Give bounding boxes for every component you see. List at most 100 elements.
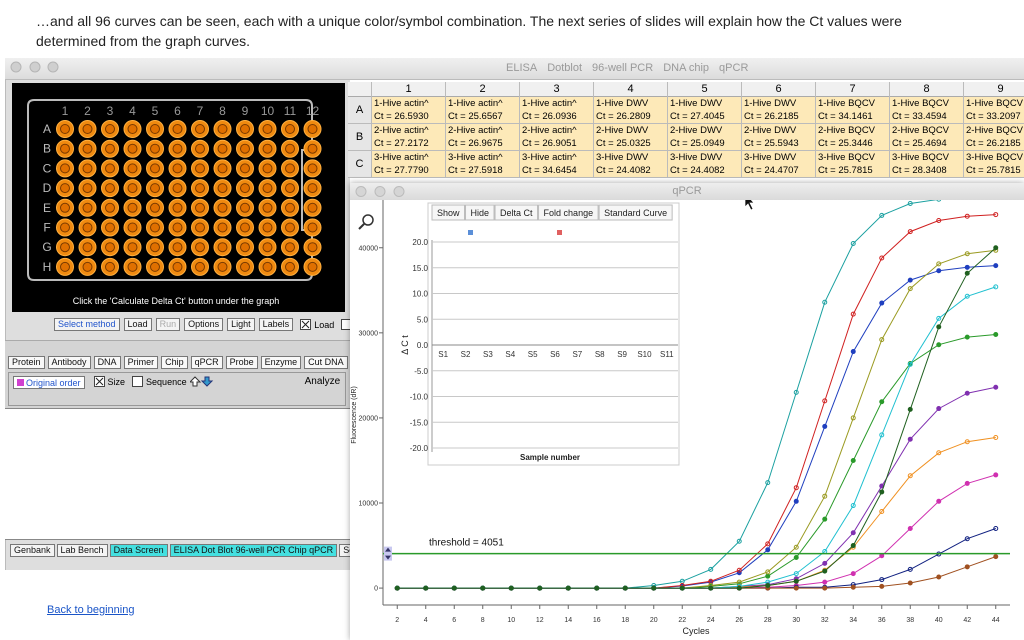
- table-cell[interactable]: 1-Hive DWVCt = 27.4045: [667, 97, 741, 124]
- table-cell[interactable]: 3-Hive DWVCt = 24.4707: [741, 151, 815, 178]
- table-cell[interactable]: 3-Hive BQCVCt = 28.3408: [889, 151, 963, 178]
- table-cell[interactable]: 2-Hive BQCVCt = 25.4694: [889, 124, 963, 151]
- curve-marker: [880, 584, 884, 588]
- curve-marker: [994, 385, 998, 389]
- toolbar-button[interactable]: Load: [124, 318, 152, 331]
- menu-bar: ELISA Dotblot 96-well PCR DNA chip qPCR: [506, 62, 748, 74]
- toolbar-button[interactable]: Select method: [54, 318, 120, 331]
- table-cell[interactable]: 2-Hive DWVCt = 25.0949: [667, 124, 741, 151]
- table-cell[interactable]: 1-Hive DWVCt = 26.2185: [741, 97, 815, 124]
- column-header: 3: [519, 82, 593, 97]
- cursor: [745, 200, 754, 210]
- table-cell[interactable]: 3-Hive actin^Ct = 34.6454: [519, 151, 593, 178]
- delta-category: S6: [550, 350, 560, 359]
- y-tick-label: 0: [374, 586, 378, 593]
- table-cell[interactable]: 2-Hive DWVCt = 25.0325: [593, 124, 667, 151]
- tab-button[interactable]: Antibody: [48, 356, 91, 369]
- ct-value: Ct = 26.9051: [522, 137, 593, 150]
- x-tick-label: 36: [878, 617, 886, 624]
- bottom-tab[interactable]: Genbank: [10, 544, 55, 557]
- unchecked[interactable]: [132, 376, 143, 387]
- curve-marker: [908, 407, 912, 411]
- sample-name: 2-Hive BQCV: [966, 124, 1024, 137]
- table-cell[interactable]: 1-Hive BQCVCt = 33.2097: [963, 97, 1024, 124]
- arrows[interactable]: [190, 376, 214, 387]
- menu-item[interactable]: qPCR: [719, 62, 748, 74]
- sequence-label: Sequence: [146, 377, 187, 387]
- tab-button[interactable]: Enzyme: [261, 356, 302, 369]
- analyze-button[interactable]: Analyze: [305, 376, 341, 387]
- table-cell[interactable]: 3-Hive actin^Ct = 27.7790: [371, 151, 445, 178]
- ct-value: Ct = 34.1461: [818, 110, 889, 123]
- delta-y-tick-label: 15.0: [412, 264, 428, 273]
- sample-name: 3-Hive DWV: [744, 151, 815, 164]
- menu-item[interactable]: ELISA: [506, 62, 537, 74]
- tab-button[interactable]: qPCR: [191, 356, 223, 369]
- table-cell[interactable]: 3-Hive actin^Ct = 27.5918: [445, 151, 519, 178]
- table-cell[interactable]: 3-Hive BQCVCt = 25.7815: [815, 151, 889, 178]
- bottom-tab[interactable]: ELISA Dot Blot 96-well PCR Chip qPCR: [170, 544, 338, 557]
- toolbar-button[interactable]: Options: [184, 318, 223, 331]
- chart-button-label[interactable]: Standard Curve: [604, 208, 667, 218]
- tab-button[interactable]: Probe: [226, 356, 258, 369]
- table-cell[interactable]: 1-Hive actin^Ct = 25.6567: [445, 97, 519, 124]
- chart-button-label[interactable]: Delta Ct: [500, 208, 533, 218]
- table-cell[interactable]: 1-Hive BQCVCt = 34.1461: [815, 97, 889, 124]
- chart-button-label[interactable]: Show: [437, 208, 460, 218]
- checked[interactable]: [94, 376, 105, 387]
- table-cell[interactable]: 1-Hive actin^Ct = 26.0936: [519, 97, 593, 124]
- y-tick-label: 10000: [359, 501, 379, 508]
- curve-marker: [937, 269, 941, 273]
- table-cell[interactable]: 2-Hive actin^Ct = 26.9051: [519, 124, 593, 151]
- bottom-tab[interactable]: Data Screen: [110, 544, 168, 557]
- table-cell[interactable]: 3-Hive DWVCt = 24.4082: [667, 151, 741, 178]
- y-tick-label: 30000: [359, 330, 379, 337]
- sample-name: 1-Hive DWV: [596, 97, 667, 110]
- table-cell[interactable]: 2-Hive BQCVCt = 26.2185: [963, 124, 1024, 151]
- y-axis-label: Fluorescence (dR): [351, 386, 358, 444]
- toolbar-button[interactable]: Run: [156, 318, 181, 331]
- chart-button-label[interactable]: Hide: [471, 208, 490, 218]
- order-button[interactable]: Original order: [13, 376, 85, 389]
- checked[interactable]: [300, 319, 311, 330]
- menu-item[interactable]: 96-well PCR: [592, 62, 653, 74]
- chart-button-label[interactable]: Fold change: [544, 208, 594, 218]
- curve-marker: [623, 586, 627, 590]
- ct-value: Ct = 25.3446: [818, 137, 889, 150]
- curve-marker: [652, 586, 656, 590]
- curve-marker: [424, 586, 428, 590]
- table-cell[interactable]: 1-Hive DWVCt = 26.2809: [593, 97, 667, 124]
- toolbar-button[interactable]: Labels: [259, 318, 294, 331]
- window-light: [375, 187, 385, 197]
- x-tick-label: 24: [707, 617, 715, 624]
- x-tick-label: 2: [395, 617, 399, 624]
- table-cell[interactable]: 2-Hive actin^Ct = 27.2172: [371, 124, 445, 151]
- sample-name: 1-Hive actin^: [448, 97, 519, 110]
- x-tick-label: 40: [935, 617, 943, 624]
- delta-y-label: Δ C t: [400, 335, 410, 355]
- menu-item[interactable]: Dotblot: [547, 62, 582, 74]
- size-label: Size: [108, 377, 126, 387]
- curve-marker: [395, 586, 399, 590]
- tab-button[interactable]: DNA: [94, 356, 121, 369]
- y-tick-label: 40000: [359, 245, 379, 252]
- bottom-tab[interactable]: Lab Bench: [57, 544, 108, 557]
- table-cell[interactable]: 3-Hive DWVCt = 24.4082: [593, 151, 667, 178]
- menu-item[interactable]: DNA chip: [663, 62, 709, 74]
- toolbar-button[interactable]: Light: [227, 318, 255, 331]
- back-link[interactable]: Back to beginning: [47, 604, 134, 616]
- table-cell[interactable]: 2-Hive actin^Ct = 26.9675: [445, 124, 519, 151]
- table-cell[interactable]: 1-Hive BQCVCt = 33.4594: [889, 97, 963, 124]
- tab-button[interactable]: Cut DNA: [304, 356, 348, 369]
- tab-button[interactable]: Chip: [161, 356, 188, 369]
- table-cell[interactable]: 2-Hive DWVCt = 25.5943: [741, 124, 815, 151]
- tab-button[interactable]: Protein: [8, 356, 45, 369]
- sequence-check: Sequence: [129, 376, 217, 387]
- table-cell[interactable]: 2-Hive BQCVCt = 25.3446: [815, 124, 889, 151]
- curve-marker: [994, 555, 998, 559]
- curve-marker: [509, 586, 513, 590]
- table-cell[interactable]: 1-Hive actin^Ct = 26.5930: [371, 97, 445, 124]
- curve-marker: [994, 264, 998, 268]
- table-cell[interactable]: 3-Hive BQCVCt = 25.7815: [963, 151, 1024, 178]
- tab-button[interactable]: Primer: [124, 356, 159, 369]
